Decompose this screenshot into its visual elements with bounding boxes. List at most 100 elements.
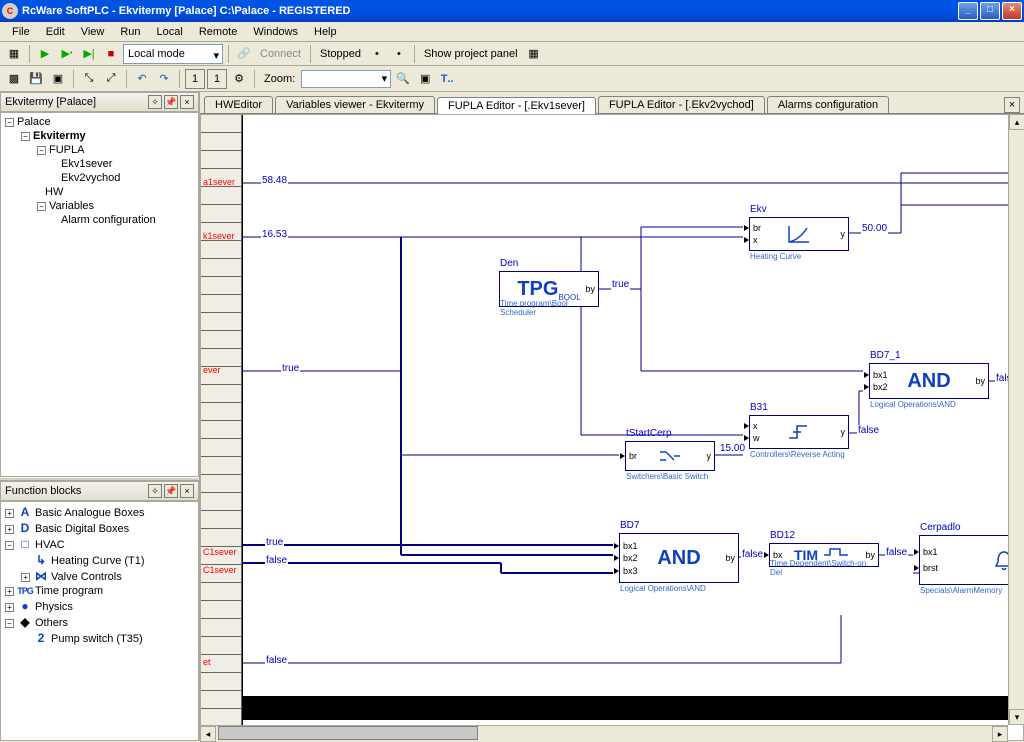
fb-item[interactable]: +●Physics [3, 598, 196, 614]
tree-ekv2vychod[interactable]: Ekv2vychod [61, 172, 120, 184]
pin-icon[interactable]: 📌 [164, 95, 178, 109]
wire-value: true [281, 363, 300, 374]
close-button[interactable]: × [1002, 2, 1022, 20]
menu-run[interactable]: Run [112, 24, 148, 40]
canvas[interactable]: a1severk1severeverC1severC1severet RegCo… [200, 114, 1024, 741]
pin2-icon[interactable]: 📌 [164, 484, 178, 498]
menu-remote[interactable]: Remote [191, 24, 246, 40]
layer1b-icon[interactable]: 1 [207, 69, 227, 89]
tree-ekv1sever[interactable]: Ekv1sever [61, 158, 112, 170]
fb-item[interactable]: +DBasic Digital Boxes [3, 520, 196, 536]
curve-icon [785, 222, 813, 246]
scroll-right-icon[interactable]: ▸ [992, 726, 1008, 742]
project-panel-header: Ekvitermy [Palace] ✧ 📌 × [0, 92, 199, 112]
align-right-icon[interactable]: ⤢ [101, 69, 121, 89]
wand-icon[interactable]: ✧ [148, 95, 162, 109]
align-left-icon[interactable]: ⤡ [79, 69, 99, 89]
zoom-combo[interactable] [301, 70, 391, 88]
tree-fupla[interactable]: FUPLA [49, 144, 84, 156]
save-icon[interactable]: 💾 [26, 69, 46, 89]
play-icon[interactable]: ▶ [35, 44, 55, 64]
new-icon[interactable]: ▦ [4, 44, 24, 64]
wire-value: 16.53 [261, 229, 288, 240]
gear-icon[interactable]: ⚙ [229, 69, 249, 89]
tree-ekvitermy[interactable]: Ekvitermy [33, 130, 86, 142]
wand2-icon[interactable]: ✧ [148, 484, 162, 498]
fupla-block-bd7[interactable]: BD7Logical Operations\ANDANDbx1bx2bx3by [619, 533, 739, 583]
stop-icon[interactable]: ■ [101, 44, 121, 64]
build-icon[interactable]: ▣ [48, 69, 68, 89]
fb-item[interactable]: +ABasic Analogue Boxes [3, 504, 196, 520]
connect-icon[interactable]: 🔗 [234, 44, 254, 64]
left-sidebar: Ekvitermy [Palace] ✧ 📌 × −Palace −Ekvite… [0, 92, 200, 741]
tree-root[interactable]: Palace [17, 116, 51, 128]
switch-icon [656, 444, 684, 468]
scroll-left-icon[interactable]: ◂ [200, 726, 216, 742]
status-dot1-icon: • [367, 44, 387, 64]
mode-combo[interactable]: Local mode [123, 44, 223, 64]
menu-view[interactable]: View [73, 24, 113, 40]
undo-icon[interactable]: ↶ [132, 69, 152, 89]
menu-local[interactable]: Local [149, 24, 191, 40]
zoom-label: Zoom: [260, 73, 299, 85]
editor-tab[interactable]: Variables viewer - Ekvitermy [275, 96, 435, 113]
grid-icon[interactable]: ▩ [4, 69, 24, 89]
redo-icon[interactable]: ↷ [154, 69, 174, 89]
scrollbar-horizontal[interactable]: ◂ ▸ [200, 725, 1008, 741]
text-tool-icon[interactable]: T.. [437, 69, 457, 89]
maximize-button[interactable]: □ [980, 2, 1000, 20]
status-label: Stopped [316, 48, 365, 60]
scroll-up-icon[interactable]: ▴ [1009, 114, 1024, 130]
panel2-close-icon[interactable]: × [180, 484, 194, 498]
tree-hw[interactable]: HW [45, 186, 63, 198]
fb-item[interactable]: −◆Others [3, 614, 196, 630]
wire-value: 50.00 [861, 223, 888, 234]
editor-tab[interactable]: FUPLA Editor - [.Ekv2vychod] [598, 96, 765, 113]
showpanel-button[interactable]: Show project panel [420, 48, 522, 60]
editor-tabs: HWEditorVariables viewer - EkvitermyFUPL… [200, 92, 1024, 114]
menu-windows[interactable]: Windows [245, 24, 306, 40]
menu-edit[interactable]: Edit [38, 24, 73, 40]
menu-help[interactable]: Help [306, 24, 345, 40]
fb-item[interactable]: ↳Heating Curve (T1) [3, 552, 196, 568]
fupla-block-den[interactable]: DenTime program\Bool SchedulerTPGBOOLby [499, 271, 599, 307]
project-tree[interactable]: −Palace −Ekvitermy −FUPLA Ekv1sever Ekv2… [0, 112, 199, 477]
skip-icon[interactable]: ▶| [79, 44, 99, 64]
layer1-icon[interactable]: 1 [185, 69, 205, 89]
funcblocks-tree[interactable]: +ABasic Analogue Boxes+DBasic Digital Bo… [0, 501, 199, 741]
fb-item[interactable]: +⋈Valve Controls [3, 568, 196, 584]
connect-label[interactable]: Connect [256, 48, 305, 60]
wire-value: false [857, 425, 880, 436]
fb-item[interactable]: 2Pump switch (T35) [3, 630, 196, 646]
fb-item[interactable]: +TPGTime program [3, 584, 196, 598]
zoom-fit-icon[interactable]: ▣ [415, 69, 435, 89]
scroll-down-icon[interactable]: ▾ [1009, 709, 1024, 725]
toolbar-run: ▦ ▶ ▶• ▶| ■ Local mode 🔗 Connect Stopped… [0, 42, 1024, 66]
zoom-in-icon[interactable]: 🔍 [393, 69, 413, 89]
minimize-button[interactable]: _ [958, 2, 978, 20]
fupla-block-bd71[interactable]: BD7_1Logical Operations\ANDANDbx1bx2by [869, 363, 989, 399]
fupla-block-b31[interactable]: B31Controllers\Reverse Actingxwy [749, 415, 849, 449]
wire-value: false [741, 549, 764, 560]
scrollbar-vertical[interactable]: ▴ ▾ [1008, 114, 1024, 725]
scroll-thumb[interactable] [218, 726, 478, 740]
wire-value: false [885, 547, 908, 558]
fupla-block-ekv[interactable]: EkvHeating Curvebrxy [749, 217, 849, 251]
fb-item[interactable]: −□HVAC [3, 536, 196, 552]
menu-file[interactable]: File [4, 24, 38, 40]
tree-alarm-config[interactable]: Alarm configuration [61, 214, 156, 226]
editor-tab[interactable]: HWEditor [204, 96, 273, 113]
play-step-icon[interactable]: ▶• [57, 44, 77, 64]
tab-close-icon[interactable]: × [1004, 97, 1020, 113]
editor-area: HWEditorVariables viewer - EkvitermyFUPL… [200, 92, 1024, 741]
panel-close-icon[interactable]: × [180, 95, 194, 109]
bottom-strip [243, 696, 1023, 720]
funcblocks-header: Function blocks ✧ 📌 × [0, 481, 199, 501]
fupla-block-bd12[interactable]: BD12Time Dependent\Switch-on DelTIMbxby [769, 543, 879, 567]
toolbar-edit: ▩ 💾 ▣ ⤡ ⤢ ↶ ↷ 1 1 ⚙ Zoom: 🔍 ▣ T.. [0, 66, 1024, 92]
editor-tab[interactable]: FUPLA Editor - [.Ekv1sever] [437, 97, 596, 114]
editor-tab[interactable]: Alarms configuration [767, 96, 889, 113]
panel-toggle-icon[interactable]: ▦ [524, 44, 544, 64]
fupla-block-tstart[interactable]: tStartCerpSwitchers\Basic Switchbry [625, 441, 715, 471]
tree-variables[interactable]: Variables [49, 200, 94, 212]
